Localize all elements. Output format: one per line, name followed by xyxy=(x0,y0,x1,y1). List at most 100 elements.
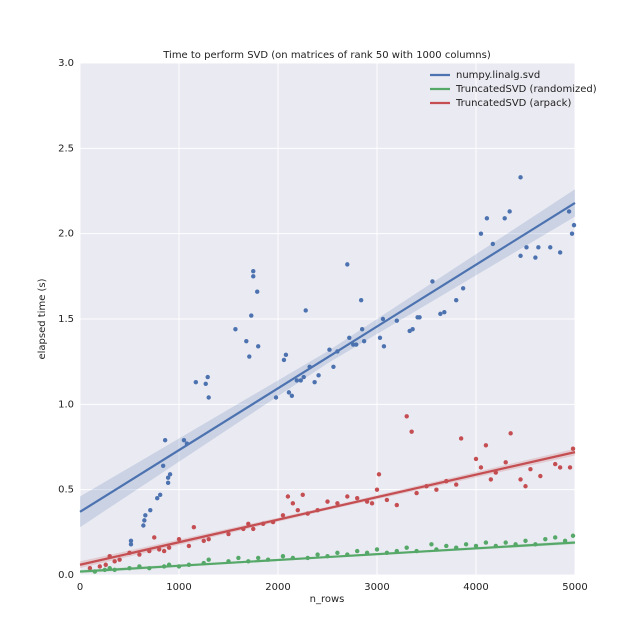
point xyxy=(562,538,568,544)
point xyxy=(478,465,484,470)
y-tick-label: 2.0 xyxy=(58,229,74,240)
point xyxy=(249,313,254,318)
point xyxy=(176,536,182,542)
point xyxy=(359,327,365,332)
point xyxy=(553,535,558,540)
point xyxy=(280,554,286,559)
legend-label: TruncatedSVD (randomized) xyxy=(455,84,597,95)
point xyxy=(280,513,286,518)
point xyxy=(298,378,303,383)
point xyxy=(508,431,513,436)
point xyxy=(438,311,443,317)
point xyxy=(181,437,187,443)
point xyxy=(286,390,292,395)
point xyxy=(384,497,390,503)
point xyxy=(361,338,367,344)
point xyxy=(369,501,375,506)
point xyxy=(347,335,352,340)
point xyxy=(281,357,287,363)
point xyxy=(331,364,336,369)
point xyxy=(503,540,508,545)
point xyxy=(165,475,171,480)
point xyxy=(533,255,538,260)
point xyxy=(524,245,529,250)
point xyxy=(409,429,414,434)
point xyxy=(246,521,251,526)
point xyxy=(142,518,147,523)
point xyxy=(205,374,210,380)
point xyxy=(97,564,103,569)
point xyxy=(203,381,208,387)
point xyxy=(503,460,508,465)
point xyxy=(315,552,320,557)
point xyxy=(255,289,260,294)
point xyxy=(128,542,134,547)
point xyxy=(536,245,541,250)
point xyxy=(518,175,523,180)
x-tick-label: 0 xyxy=(77,582,83,593)
point xyxy=(483,443,489,448)
point xyxy=(404,414,409,419)
point xyxy=(148,507,153,513)
point xyxy=(429,542,434,547)
point xyxy=(380,316,386,322)
point xyxy=(206,395,211,400)
legend-label: numpy.linalg.svd xyxy=(456,70,540,81)
point xyxy=(528,466,533,472)
point xyxy=(226,531,231,537)
point xyxy=(236,555,241,561)
y-tick-label: 1.5 xyxy=(58,314,74,325)
point xyxy=(244,338,249,344)
point xyxy=(490,241,496,247)
point xyxy=(394,502,399,508)
y-tick-label: 0.5 xyxy=(58,485,74,496)
point xyxy=(206,536,211,542)
y-tick-label: 3.0 xyxy=(58,58,74,69)
point xyxy=(290,501,296,506)
point xyxy=(473,456,479,462)
point xyxy=(103,562,108,567)
point xyxy=(206,557,211,562)
point xyxy=(295,507,300,513)
point xyxy=(251,274,256,279)
point xyxy=(557,250,563,255)
point xyxy=(374,547,380,552)
point xyxy=(354,342,359,347)
point xyxy=(143,513,148,518)
point xyxy=(87,565,93,571)
point xyxy=(478,231,484,236)
point xyxy=(484,216,490,221)
point xyxy=(316,373,321,378)
point xyxy=(355,496,360,501)
point xyxy=(523,538,528,544)
point xyxy=(157,492,163,497)
point xyxy=(463,542,469,547)
point xyxy=(160,463,166,468)
point xyxy=(201,538,206,544)
point xyxy=(442,309,447,315)
point xyxy=(112,559,117,564)
point xyxy=(488,477,494,482)
point xyxy=(394,318,399,323)
point xyxy=(538,473,543,479)
point xyxy=(155,496,160,501)
point xyxy=(141,523,146,528)
point xyxy=(358,298,364,303)
point xyxy=(162,437,168,443)
point xyxy=(483,540,489,545)
y-tick-label: 2.5 xyxy=(58,143,74,154)
point xyxy=(152,535,157,540)
point xyxy=(518,253,523,259)
point xyxy=(161,548,167,554)
fit-line xyxy=(79,202,576,513)
point xyxy=(454,482,459,487)
point xyxy=(285,494,291,499)
point xyxy=(186,543,192,549)
x-tick-label: 2000 xyxy=(265,582,290,593)
point xyxy=(417,315,422,320)
point xyxy=(251,269,256,274)
point xyxy=(345,262,350,267)
x-axis-label: n_rows xyxy=(310,594,345,605)
point xyxy=(273,395,279,400)
x-tick-label: 5000 xyxy=(562,582,587,593)
